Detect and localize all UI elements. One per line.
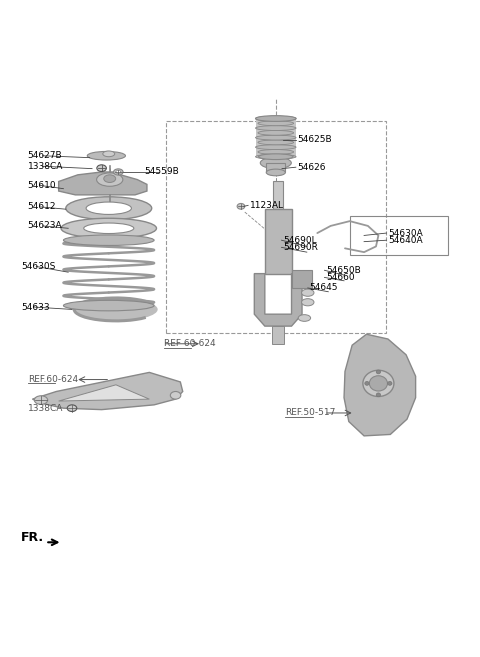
Polygon shape	[59, 385, 149, 401]
Ellipse shape	[298, 315, 311, 321]
Bar	[350, 216, 447, 254]
Text: FR.: FR.	[21, 531, 44, 544]
Text: 54690L: 54690L	[283, 236, 317, 244]
Ellipse shape	[258, 150, 294, 154]
Ellipse shape	[114, 169, 123, 175]
Ellipse shape	[266, 169, 285, 176]
Ellipse shape	[255, 125, 296, 131]
Ellipse shape	[258, 121, 294, 125]
Text: 54630S: 54630S	[22, 262, 56, 271]
Ellipse shape	[116, 170, 120, 173]
Text: 54660: 54660	[326, 273, 355, 282]
Ellipse shape	[301, 289, 314, 296]
Ellipse shape	[255, 116, 296, 122]
Polygon shape	[33, 373, 183, 409]
Ellipse shape	[369, 376, 387, 391]
Text: 54612: 54612	[28, 202, 56, 212]
Ellipse shape	[237, 204, 245, 209]
Text: 54645: 54645	[309, 283, 338, 292]
Text: REF 60-624: REF 60-624	[164, 339, 215, 348]
Ellipse shape	[61, 218, 156, 238]
Text: 1338CA: 1338CA	[28, 162, 63, 171]
Polygon shape	[254, 273, 302, 326]
Text: 54623A: 54623A	[28, 221, 62, 231]
Ellipse shape	[170, 392, 181, 399]
Bar	[265, 209, 291, 273]
Polygon shape	[344, 334, 416, 436]
Text: 54625B: 54625B	[297, 135, 332, 145]
Ellipse shape	[66, 197, 152, 219]
Text: REF.50-517: REF.50-517	[285, 409, 336, 417]
Text: 54626: 54626	[297, 163, 326, 171]
Ellipse shape	[365, 382, 369, 385]
Ellipse shape	[63, 235, 154, 246]
Ellipse shape	[103, 151, 115, 157]
Ellipse shape	[258, 131, 294, 135]
Bar	[255, 118, 296, 157]
Ellipse shape	[376, 393, 381, 397]
Text: 54610: 54610	[28, 181, 56, 190]
Text: 54630A: 54630A	[388, 229, 423, 238]
Bar	[272, 326, 284, 344]
Text: REF.60-624: REF.60-624	[28, 375, 78, 384]
Ellipse shape	[376, 370, 381, 374]
Bar	[291, 270, 312, 288]
Ellipse shape	[74, 298, 157, 321]
Ellipse shape	[388, 382, 392, 385]
Bar	[266, 163, 285, 172]
Ellipse shape	[84, 223, 134, 233]
Text: 54690R: 54690R	[283, 243, 318, 252]
Ellipse shape	[87, 152, 125, 160]
Text: 54640A: 54640A	[388, 236, 422, 244]
Text: 54627B: 54627B	[28, 151, 62, 160]
Text: 1123AL: 1123AL	[250, 201, 284, 210]
Ellipse shape	[86, 202, 132, 214]
Ellipse shape	[63, 300, 154, 311]
Text: 54650B: 54650B	[326, 266, 360, 275]
Ellipse shape	[259, 154, 293, 160]
Ellipse shape	[255, 145, 296, 150]
Ellipse shape	[104, 175, 116, 183]
Ellipse shape	[301, 299, 314, 306]
Ellipse shape	[258, 140, 294, 145]
Text: 54559B: 54559B	[144, 168, 180, 177]
Ellipse shape	[67, 405, 77, 411]
Bar	[273, 181, 283, 209]
Ellipse shape	[34, 396, 48, 404]
Ellipse shape	[363, 371, 394, 397]
Ellipse shape	[255, 116, 296, 121]
Ellipse shape	[260, 157, 291, 169]
Ellipse shape	[96, 173, 123, 187]
Text: 1338CA: 1338CA	[28, 403, 63, 413]
Bar	[166, 121, 385, 333]
Ellipse shape	[255, 154, 296, 159]
Polygon shape	[59, 172, 147, 195]
Ellipse shape	[97, 165, 107, 171]
Ellipse shape	[255, 135, 296, 140]
Text: 54633: 54633	[22, 302, 50, 311]
